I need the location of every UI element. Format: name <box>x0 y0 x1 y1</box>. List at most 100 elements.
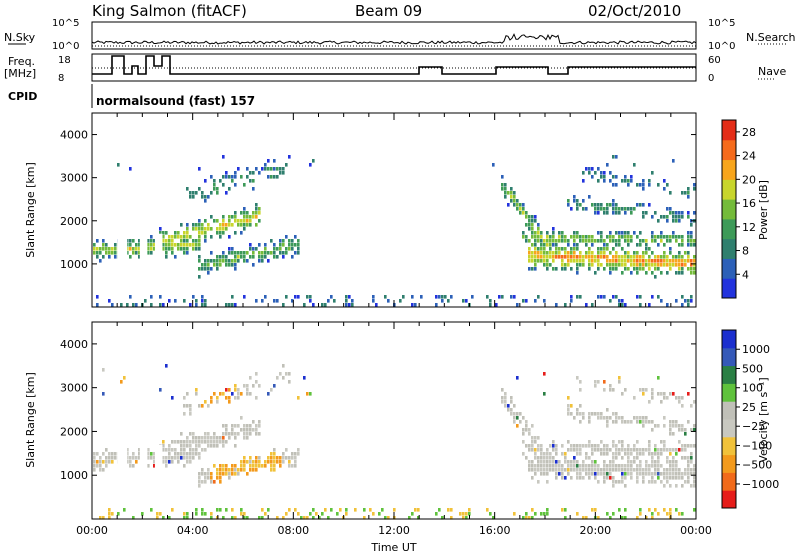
nsky-trace <box>91 33 697 45</box>
velocity-cell <box>285 448 288 452</box>
power-cell <box>189 191 192 195</box>
velocity-cell <box>657 456 660 460</box>
colorbar-tick-label: 8 <box>742 245 749 258</box>
power-cell <box>570 247 573 251</box>
power-cell <box>576 259 579 263</box>
power-cell <box>285 295 288 299</box>
power-cell <box>690 239 693 243</box>
power-cell <box>159 295 162 299</box>
power-cell <box>585 243 588 247</box>
colorbar-tick-label: 1000 <box>742 343 770 356</box>
power-cell <box>213 219 216 223</box>
velocity-cell <box>549 456 552 460</box>
power-cell <box>624 259 627 263</box>
x-tick-label: 20:00 <box>579 524 611 537</box>
power-cell <box>627 235 630 239</box>
velocity-cell <box>258 460 261 464</box>
velocity-cell <box>462 516 465 520</box>
power-cell <box>96 255 99 259</box>
power-cell <box>162 239 165 243</box>
power-cell <box>537 223 540 227</box>
power-cell <box>168 299 171 303</box>
power-cell <box>288 239 291 243</box>
velocity-cell <box>249 468 252 472</box>
power-cell <box>177 231 180 235</box>
power-cell <box>546 267 549 271</box>
velocity-cell <box>657 464 660 468</box>
power-cell <box>246 211 249 215</box>
power-cell <box>111 303 114 307</box>
power-cell <box>237 259 240 263</box>
velocity-cell <box>309 512 312 516</box>
velocity-cell <box>234 432 237 436</box>
power-cell <box>273 255 276 259</box>
power-cell <box>591 239 594 243</box>
velocity-cell <box>525 516 528 520</box>
power-cell <box>645 263 648 267</box>
velocity-cell <box>672 432 675 436</box>
velocity-cell <box>273 448 276 452</box>
velocity-cell <box>612 456 615 460</box>
power-cell <box>615 175 618 179</box>
power-cell <box>165 255 168 259</box>
power-cell <box>516 207 519 211</box>
power-cell <box>129 243 132 247</box>
power-cell <box>588 195 591 199</box>
power-cell <box>612 183 615 187</box>
velocity-cell <box>531 448 534 452</box>
velocity-cell <box>687 460 690 464</box>
velocity-cell <box>294 452 297 456</box>
power-cell <box>174 231 177 235</box>
velocity-cell <box>606 416 609 420</box>
power-cell <box>351 303 354 307</box>
velocity-cell <box>339 508 342 512</box>
power-cell <box>570 235 573 239</box>
velocity-cell <box>111 452 114 456</box>
power-cell <box>594 171 597 175</box>
velocity-cell <box>486 508 489 512</box>
power-cell <box>522 235 525 239</box>
velocity-cell <box>612 484 615 488</box>
velocity-cell <box>675 420 678 424</box>
power-cell <box>537 295 540 299</box>
power-cell <box>525 239 528 243</box>
velocity-cell <box>660 472 663 476</box>
power-cell <box>615 183 618 187</box>
velocity-cell <box>234 388 237 392</box>
power-cell <box>504 195 507 199</box>
power-cell <box>297 247 300 251</box>
velocity-cell <box>468 508 471 512</box>
power-cell <box>147 247 150 251</box>
velocity-cell <box>231 508 234 512</box>
power-cell <box>183 251 186 255</box>
power-cell <box>672 159 675 163</box>
power-cell <box>609 179 612 183</box>
velocity-cell <box>180 432 183 436</box>
velocity-cell <box>255 428 258 432</box>
velocity-cell <box>543 460 546 464</box>
power-cell <box>537 251 540 255</box>
velocity-cell <box>663 440 666 444</box>
velocity-cell <box>645 464 648 468</box>
velocity-cell <box>531 464 534 468</box>
power-cell <box>666 215 669 219</box>
power-cell <box>306 295 309 299</box>
power-cell <box>603 295 606 299</box>
velocity-cell <box>597 468 600 472</box>
power-cell <box>138 251 141 255</box>
velocity-cell <box>231 424 234 428</box>
velocity-cell <box>645 416 648 420</box>
power-cell <box>663 259 666 263</box>
velocity-cell <box>642 424 645 428</box>
power-cell <box>351 299 354 303</box>
velocity-cell <box>183 412 186 416</box>
velocity-cell <box>591 464 594 468</box>
velocity-cell <box>345 512 348 516</box>
velocity-cell <box>531 476 534 480</box>
velocity-cell <box>507 404 510 408</box>
power-cell <box>666 235 669 239</box>
velocity-cell <box>540 512 543 516</box>
power-cell <box>207 195 210 199</box>
power-cell <box>192 223 195 227</box>
velocity-cell <box>246 388 249 392</box>
